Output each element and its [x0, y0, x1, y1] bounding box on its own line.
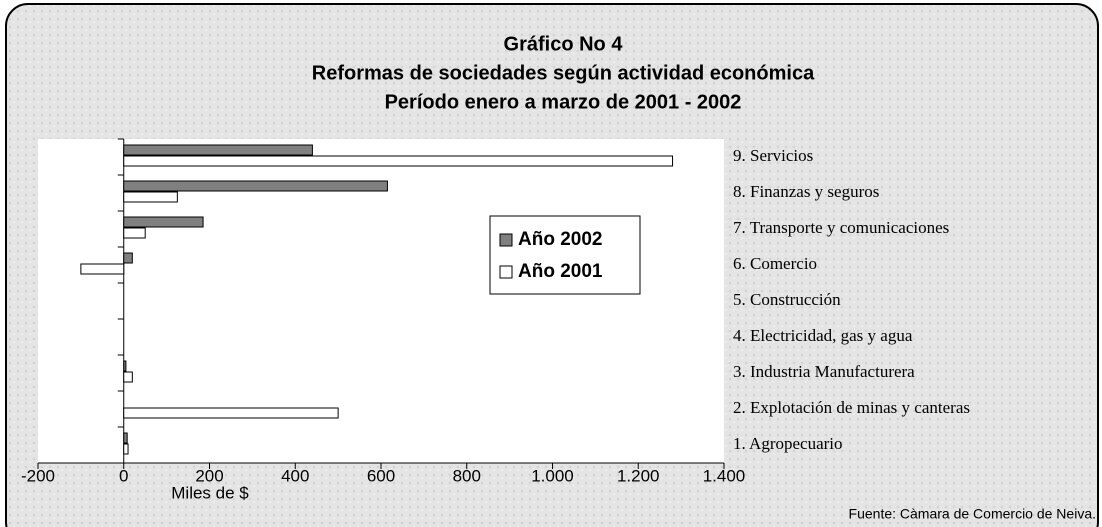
category-label: 5. Construcción [733, 290, 841, 309]
bar [123, 252, 133, 264]
category-label: 3. Industria Manufacturera [733, 362, 915, 381]
x-tick-label: 200 [195, 466, 223, 485]
x-tick-label: 1.000 [531, 466, 574, 485]
bar [123, 216, 204, 228]
legend-swatch [499, 233, 513, 247]
category-label: 9. Servicios [733, 146, 813, 165]
bar [123, 371, 133, 383]
bar [123, 227, 146, 239]
x-axis-label: Miles de $ [171, 483, 249, 502]
bar [123, 155, 674, 167]
chart-title: Gráfico No 4 [504, 33, 624, 55]
bar [123, 407, 339, 419]
category-label: 2. Explotación de minas y canteras [733, 398, 970, 417]
bar [123, 443, 129, 455]
bar [123, 360, 127, 372]
bar [123, 180, 388, 192]
x-tick-label: 1.400 [703, 466, 746, 485]
x-tick-label: 0 [119, 466, 128, 485]
legend-label: Año 2001 [518, 261, 603, 282]
x-tick-label: 1.200 [617, 466, 660, 485]
bar [123, 432, 128, 444]
category-label: 1. Agropecuario [733, 434, 843, 453]
category-label: 8. Finanzas y seguros [733, 182, 879, 201]
x-tick-label: 400 [281, 466, 309, 485]
x-tick-label: 800 [453, 466, 481, 485]
chart-subtitle: Período enero a marzo de 2001 - 2002 [385, 91, 742, 113]
category-label: 6. Comercio [733, 254, 817, 273]
category-label: 4. Electricidad, gas y agua [733, 326, 913, 345]
bar [80, 263, 125, 275]
legend-swatch [499, 265, 513, 279]
bar [123, 144, 313, 156]
source: Fuente: Càmara de Comercio de Neiva. [849, 506, 1096, 522]
category-label: 7. Transporte y comunicaciones [733, 218, 949, 237]
x-tick-label: 600 [367, 466, 395, 485]
x-tick-label: -200 [21, 466, 55, 485]
legend-label: Año 2002 [518, 229, 602, 250]
legend-box [489, 215, 641, 295]
chart-subtitle: Reformas de sociedades según actividad e… [312, 62, 815, 84]
bar [123, 191, 178, 203]
